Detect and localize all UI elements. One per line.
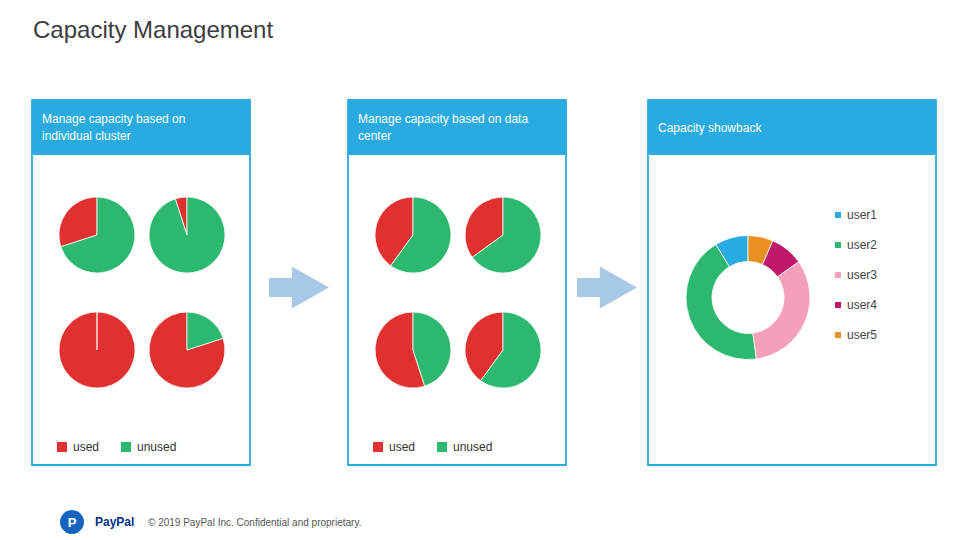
svg-text:user2: user2	[847, 238, 877, 252]
svg-text:user5: user5	[847, 328, 877, 342]
svg-text:center: center	[358, 129, 391, 143]
svg-text:user1: user1	[847, 208, 877, 222]
svg-text:unused: unused	[137, 440, 176, 454]
svg-text:unused: unused	[453, 440, 492, 454]
svg-text:Capacity Management: Capacity Management	[33, 16, 273, 43]
svg-text:used: used	[73, 440, 99, 454]
svg-text:Manage capacity based on data: Manage capacity based on data	[358, 112, 528, 126]
svg-text:user3: user3	[847, 268, 877, 282]
svg-text:Manage capacity based on: Manage capacity based on	[42, 112, 185, 126]
svg-text:used: used	[389, 440, 415, 454]
svg-text:user4: user4	[847, 298, 877, 312]
svg-text:PayPal: PayPal	[95, 515, 134, 529]
svg-text:P: P	[68, 515, 77, 530]
svg-text:© 2019 PayPal Inc. Confidentia: © 2019 PayPal Inc. Confidential and prop…	[148, 517, 361, 528]
svg-text:Capacity showback: Capacity showback	[658, 121, 762, 135]
svg-text:individual cluster: individual cluster	[42, 129, 131, 143]
